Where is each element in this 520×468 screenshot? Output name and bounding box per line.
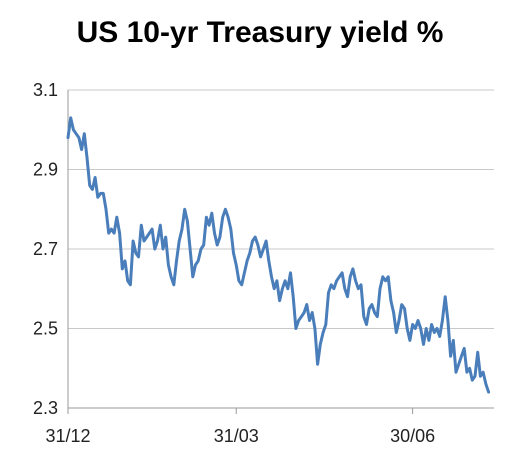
axes — [67, 90, 494, 414]
y-tick-labels: 3.1 2.9 2.7 2.5 2.3 — [33, 80, 58, 418]
x-tick-label-31-03: 31/03 — [214, 426, 259, 446]
series-line-0 — [66, 116, 491, 394]
y-tick-label-3.1: 3.1 — [33, 80, 58, 100]
x-tick-label-31-12: 31/12 — [45, 426, 90, 446]
chart-title: US 10-yr Treasury yield % — [76, 16, 444, 49]
series-layer — [66, 116, 491, 394]
y-tick-label-2.3: 2.3 — [33, 398, 58, 418]
y-tick-label-2.9: 2.9 — [33, 160, 58, 180]
x-tick-label-30-06: 30/06 — [390, 426, 435, 446]
y-tick-label-2.7: 2.7 — [33, 239, 58, 259]
y-tick-label-2.5: 2.5 — [33, 319, 58, 339]
x-tick-labels: 31/12 31/03 30/06 — [45, 426, 435, 446]
